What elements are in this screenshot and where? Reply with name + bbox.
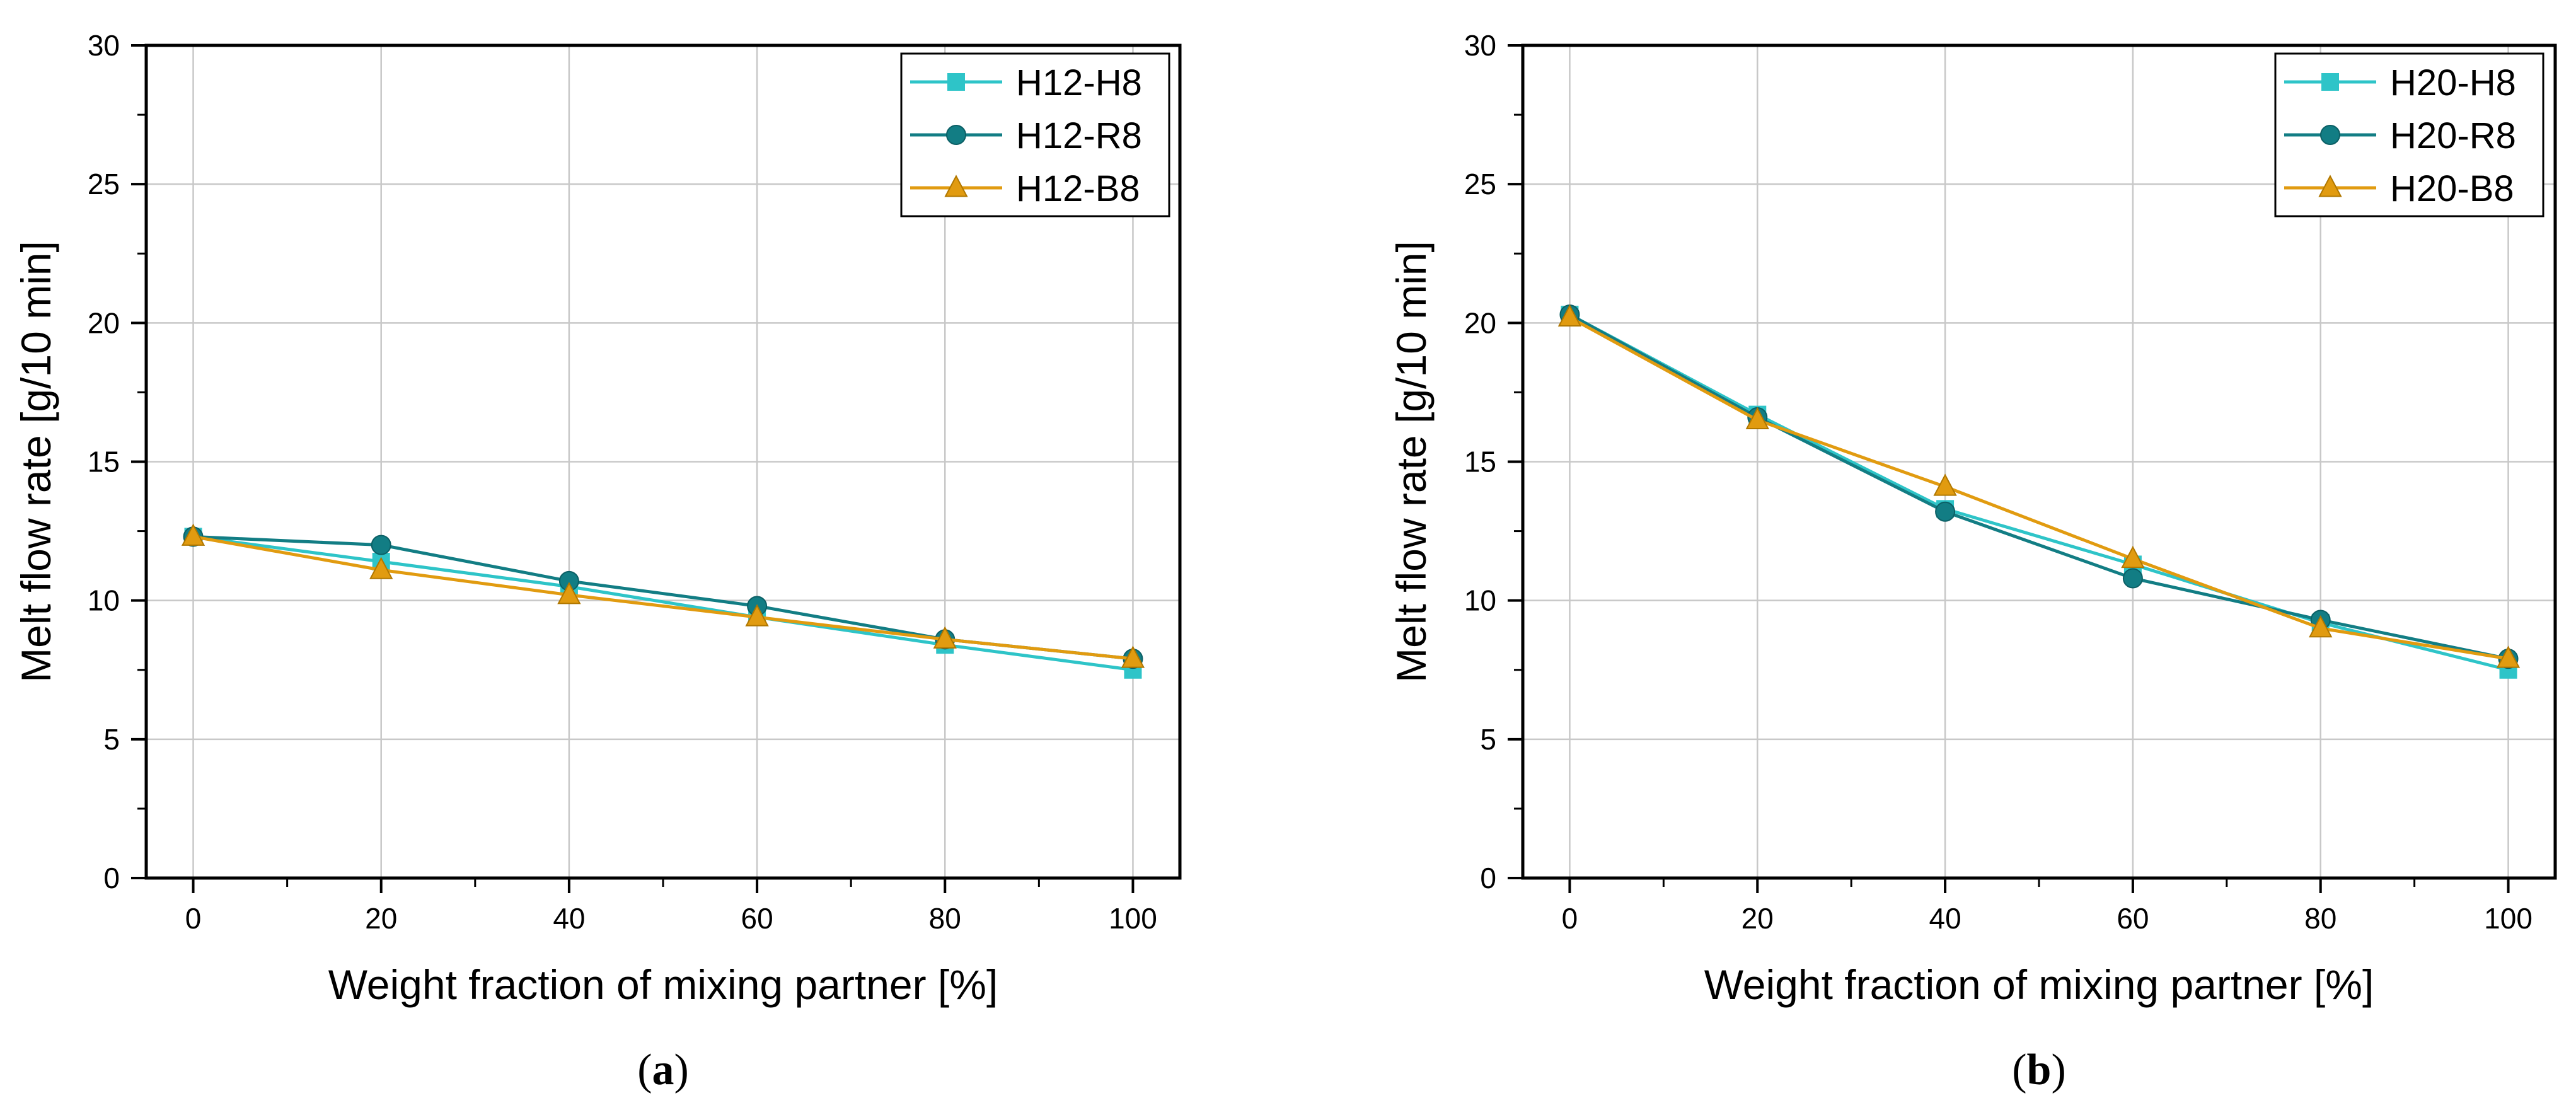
legend-marker-H20-H8 bbox=[2321, 73, 2339, 91]
x-tick-label: 80 bbox=[2304, 902, 2336, 935]
data-point-H12-R8-20 bbox=[371, 535, 391, 555]
y-axis-title: Melt flow rate [g/10 min] bbox=[13, 241, 59, 683]
legend-marker-H20-R8 bbox=[2320, 125, 2340, 145]
y-tick-label: 30 bbox=[88, 29, 120, 62]
data-point-H20-B8-40 bbox=[1933, 473, 1957, 496]
y-tick-label: 0 bbox=[1480, 862, 1496, 894]
series-H12-H8 bbox=[184, 528, 1142, 679]
y-tick-label: 20 bbox=[88, 306, 120, 339]
data-point-H20-R8-60 bbox=[2122, 568, 2143, 589]
x-tick-label: 40 bbox=[1929, 902, 1961, 935]
y-axis-b: 0 5 10 15 20 25 30 bbox=[1464, 29, 1523, 894]
legend-marker-H12-R8 bbox=[946, 125, 966, 145]
x-tick-label: 0 bbox=[1562, 902, 1578, 935]
x-tick-label: 60 bbox=[741, 902, 773, 935]
series-H20-R8 bbox=[1559, 304, 2519, 669]
y-tick-label: 25 bbox=[1464, 168, 1496, 200]
series-line-H20-B8 bbox=[1569, 316, 2509, 661]
series-line-H20-R8 bbox=[1569, 313, 2509, 661]
y-tick-label: 5 bbox=[103, 723, 120, 756]
series-H12-R8 bbox=[183, 526, 1143, 669]
data-point-H12-B8-0 bbox=[181, 523, 205, 546]
panel-label-a: (a) bbox=[637, 1046, 689, 1094]
data-point-H12-B8-100 bbox=[1121, 645, 1145, 668]
series-line-H20-H8 bbox=[1569, 313, 2509, 672]
x-axis-title: Weight fraction of mixing partner [%] bbox=[328, 961, 998, 1008]
y-axis-a: 0 5 10 15 20 25 30 bbox=[88, 29, 146, 894]
x-tick-label: 80 bbox=[929, 902, 961, 935]
legend-label-H20-R8: H20-R8 bbox=[2390, 115, 2516, 156]
y-tick-label: 15 bbox=[1464, 446, 1496, 478]
x-tick-label: 60 bbox=[2117, 902, 2149, 935]
y-tick-label: 30 bbox=[1464, 29, 1496, 62]
series-line-H12-B8 bbox=[193, 535, 1133, 661]
x-axis-a: 0 20 40 60 80 100 bbox=[185, 878, 1157, 935]
legend-label-H20-H8: H20-H8 bbox=[2390, 62, 2516, 103]
y-tick-label: 10 bbox=[88, 584, 120, 617]
x-tick-label: 20 bbox=[365, 902, 397, 935]
x-axis-title: Weight fraction of mixing partner [%] bbox=[1704, 961, 2374, 1008]
chart-panel-a: 0 20 40 60 80 100 0 5 10 15 20 25 30 Weight fraction … bbox=[13, 29, 1182, 1094]
data-point-H20-B8-100 bbox=[2496, 645, 2521, 668]
data-point-H20-B8-60 bbox=[2121, 545, 2145, 569]
y-tick-label: 10 bbox=[1464, 584, 1496, 617]
y-tick-label: 20 bbox=[1464, 306, 1496, 339]
x-tick-label: 100 bbox=[1109, 902, 1157, 935]
legend-a: H12-H8 H12-R8 H12-B8 bbox=[900, 52, 1170, 217]
data-point-H12-B8-80 bbox=[933, 626, 957, 649]
x-axis-b: 0 20 40 60 80 100 bbox=[1562, 878, 2533, 935]
data-point-H20-B8-0 bbox=[1557, 304, 1582, 327]
y-tick-label: 25 bbox=[88, 168, 120, 200]
y-axis-title: Melt flow rate [g/10 min] bbox=[1388, 241, 1435, 683]
data-point-H12-B8-20 bbox=[369, 557, 393, 579]
y-tick-label: 0 bbox=[103, 862, 120, 894]
series-line-H12-H8 bbox=[193, 535, 1133, 672]
legend-label-H12-R8: H12-R8 bbox=[1016, 115, 1142, 156]
legend-marker-H12-H8 bbox=[947, 73, 965, 91]
legend-marker-H20-B8 bbox=[2318, 175, 2342, 197]
data-point-H20-B8-20 bbox=[1745, 407, 1769, 429]
legend-label-H12-H8: H12-H8 bbox=[1016, 62, 1142, 103]
x-tick-label: 20 bbox=[1741, 902, 1774, 935]
data-point-H20-B8-80 bbox=[2309, 615, 2333, 638]
legend-label-H12-B8: H12-B8 bbox=[1016, 168, 1140, 209]
x-tick-label: 40 bbox=[553, 902, 585, 935]
legend-label-H20-B8: H20-B8 bbox=[2390, 168, 2514, 209]
legend-marker-H12-B8 bbox=[944, 175, 968, 197]
x-tick-label: 100 bbox=[2484, 902, 2533, 935]
data-point-H12-B8-60 bbox=[745, 604, 769, 627]
data-point-H20-R8-40 bbox=[1935, 501, 1956, 522]
chart-panel-b: 0 20 40 60 80 100 0 5 10 15 20 25 30 Weight fraction … bbox=[1388, 29, 2557, 1094]
series-H12-B8 bbox=[181, 523, 1145, 668]
y-tick-label: 15 bbox=[88, 446, 120, 478]
x-tick-label: 0 bbox=[185, 902, 202, 935]
y-tick-label: 5 bbox=[1480, 723, 1496, 756]
data-point-H12-B8-40 bbox=[557, 582, 581, 604]
legend-b: H20-H8 H20-R8 H20-B8 bbox=[2274, 52, 2544, 217]
series-H20-B8 bbox=[1557, 304, 2521, 668]
panel-label-b: (b) bbox=[2012, 1046, 2066, 1094]
series-H20-H8 bbox=[1561, 306, 2517, 679]
